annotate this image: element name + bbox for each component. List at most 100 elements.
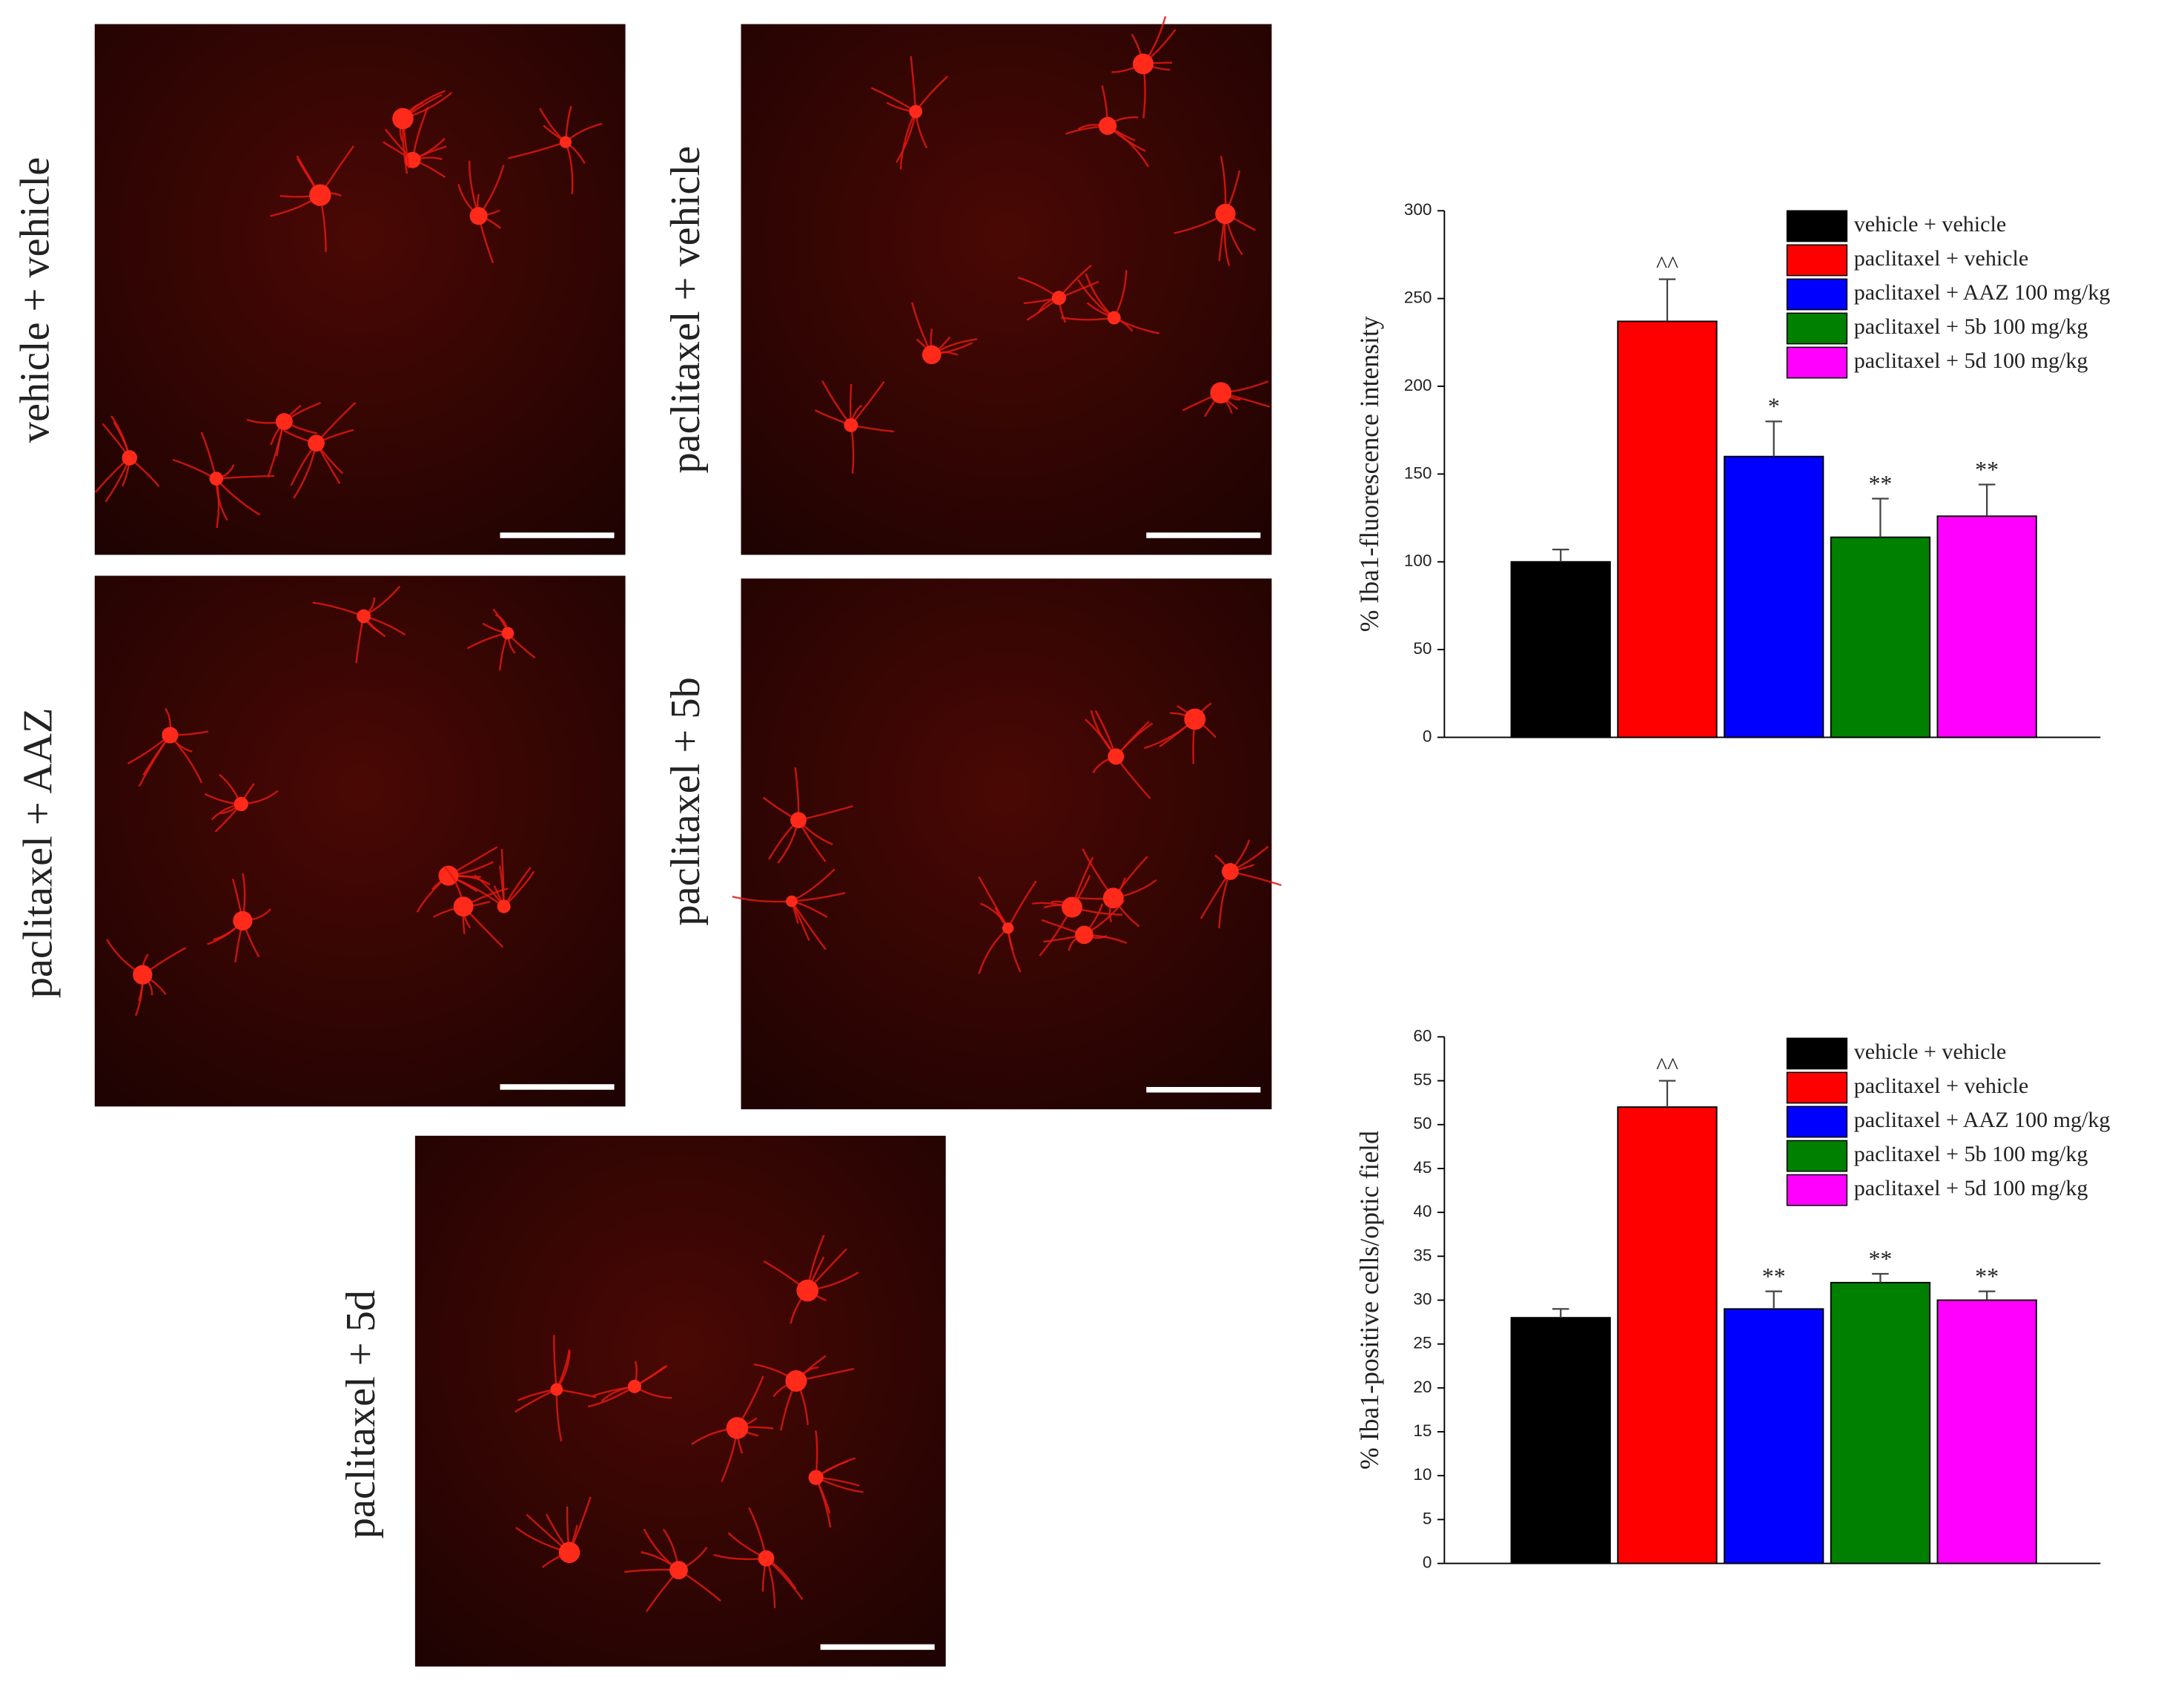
legend-swatch [1786,1140,1848,1172]
cell-body [1051,291,1066,305]
legend-swatch [1786,244,1848,277]
cell-body [1075,925,1093,945]
legend-label: vehicle + vehicle [1854,1039,2006,1064]
bar [1830,536,1931,738]
cell-body [497,899,511,913]
legend-label: paclitaxel + vehicle [1854,1073,2029,1098]
micrograph [732,578,1282,1110]
y-axis-label: % Iba1-fluorescence intensity [1354,316,1384,632]
cell-body [796,1279,819,1302]
y-tick-label: 35 [1413,1246,1432,1264]
error-bar [1978,483,1996,517]
cell-body [1210,382,1232,404]
cell-body [275,413,293,431]
cell-body [627,1379,642,1393]
error-bar [1658,1080,1676,1108]
cell-body [501,627,514,640]
bar [1936,1299,2037,1564]
legend-label: paclitaxel + vehicle [1854,245,2029,271]
legend-label: vehicle + vehicle [1854,211,2006,237]
legend-label: paclitaxel + 5b 100 mg/kg [1854,1141,2088,1166]
micrograph-background [94,24,626,555]
micrograph [94,575,626,1107]
error-bar [1765,420,1782,457]
bar [1510,561,1611,738]
cell-body [1107,311,1121,325]
bar [1724,1308,1824,1564]
cell-body [909,105,923,119]
legend-label: paclitaxel + 5b 100 mg/kg [1854,314,2088,339]
y-tick-label: 250 [1404,288,1432,307]
y-tick-label: 5 [1423,1509,1432,1527]
cell-body [438,865,459,886]
bar [1936,515,2037,738]
significance-marker: ** [1975,457,1999,483]
cell-body [1002,922,1014,934]
cell-body [453,896,474,917]
significance-marker: ** [1868,1246,1892,1272]
legend-swatch [1786,1106,1848,1138]
cell-body [1221,862,1239,880]
cell-process [732,896,792,903]
y-tick-label: 25 [1413,1334,1432,1352]
bar [1617,1106,1718,1564]
legend-swatch [1786,1071,1848,1104]
error-bar [1552,1308,1569,1318]
cell-body [786,895,798,908]
panel-label: vehicle + vehicle [13,157,59,443]
y-tick-label: 50 [1413,1114,1432,1133]
cell-body [669,1561,688,1580]
legend-label: paclitaxel + 5d 100 mg/kg [1854,1175,2088,1200]
cell-body [469,207,488,225]
significance-marker: ^^ [1656,251,1678,277]
significance-marker: ** [1762,1263,1786,1289]
significance-marker: * [1768,394,1780,420]
y-tick-label: 55 [1413,1071,1432,1089]
y-tick-label: 0 [1423,727,1432,745]
cell-body [726,1417,749,1439]
cell-body [234,796,248,812]
cell-body [1215,203,1236,225]
y-tick-label: 15 [1413,1421,1432,1440]
y-tick-label: 40 [1413,1202,1432,1220]
error-bar [1658,278,1676,322]
legend-swatch [1786,278,1848,311]
micrograph-background [94,575,626,1107]
panel-label: paclitaxel + AAZ [15,708,61,999]
cell-body [162,727,179,744]
cell-body [844,417,858,432]
y-tick-label: 50 [1413,639,1432,658]
cell-body [309,184,331,206]
y-tick-label: 300 [1404,200,1432,219]
y-tick-label: 20 [1413,1378,1432,1396]
bar [1617,320,1718,738]
cell-body [808,1470,824,1485]
cell-body [921,345,942,365]
error-bar [1978,1290,1996,1301]
cell-body [1108,748,1125,765]
cell-body [790,812,807,829]
cell-body [559,136,572,148]
cell-body [1098,116,1117,135]
panel-label: paclitaxel + vehicle [663,146,709,474]
micrograph [741,16,1272,555]
micrograph-background [741,578,1272,1110]
cell-body [1132,53,1154,75]
cell-body [550,1383,563,1396]
panel-label: paclitaxel + 5b [663,677,709,925]
y-tick-label: 10 [1413,1465,1432,1484]
bar [1830,1281,1931,1564]
y-tick-label: 150 [1404,463,1432,482]
cell-body [558,1541,580,1564]
micrograph [94,24,626,555]
significance-marker: ^^ [1656,1053,1678,1079]
error-bar [1765,1290,1782,1309]
y-axis-label: % Iba1-positive cells/optic field [1354,1131,1384,1470]
y-tick-label: 0 [1423,1553,1432,1572]
y-tick-label: 200 [1404,376,1432,394]
micrograph [414,1135,946,1667]
legend-swatch [1786,312,1848,345]
legend-label: paclitaxel + AAZ 100 mg/kg [1854,1107,2111,1132]
